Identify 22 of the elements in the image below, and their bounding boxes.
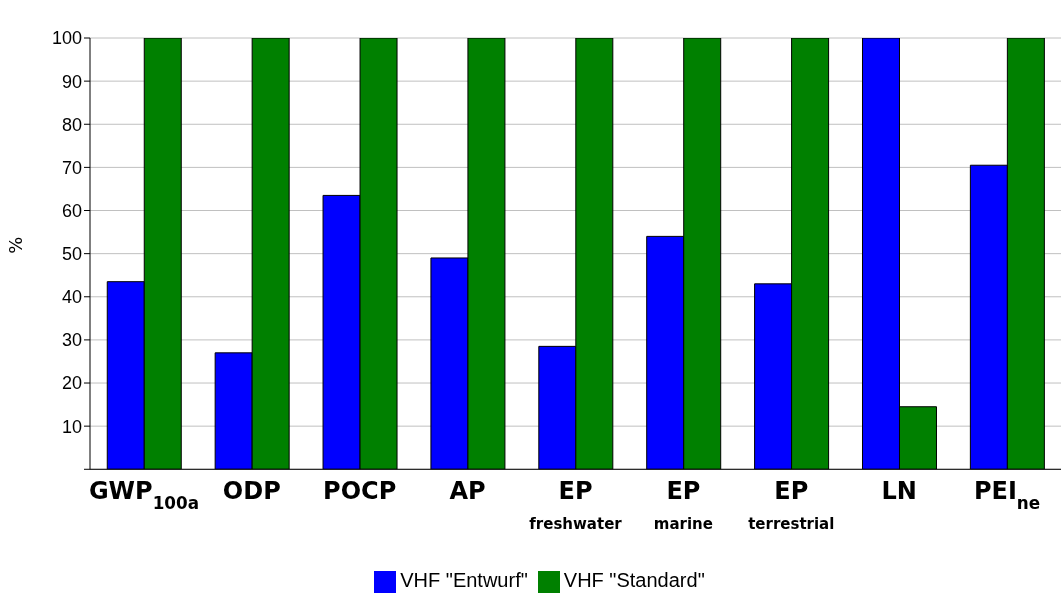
y-tick-label: 100 — [51, 28, 82, 49]
x-tick-label: EP marine — [653, 477, 713, 534]
y-tick-label: 60 — [61, 200, 82, 221]
y-tick-label: 90 — [61, 71, 82, 92]
y-tick-label: 20 — [61, 373, 82, 394]
x-tick-label: ODP — [222, 477, 281, 506]
x-tick-label: EP terrestrial — [748, 477, 835, 534]
x-tick-label: AP — [449, 477, 486, 506]
y-tick-label: 70 — [61, 157, 82, 178]
legend-label: VHF "Standard" — [563, 569, 705, 592]
y-tick-label: 80 — [61, 114, 82, 135]
y-tick-label: 50 — [61, 244, 82, 265]
x-tick-label: PEI$_{ne}$ — [973, 477, 1041, 514]
x-tick-label: LN — [881, 477, 917, 506]
y-tick-label: 10 — [61, 416, 82, 437]
y-tick-label: 40 — [61, 287, 82, 308]
legend-label: VHF "Entwurf" — [400, 569, 528, 592]
x-tick-label: POCP — [323, 477, 397, 506]
y-axis-title: % — [5, 236, 27, 254]
y-tick-label: 30 — [61, 330, 82, 351]
x-tick-label: EP freshwater — [529, 477, 623, 534]
x-tick-label: GWP$_{100a}$ — [88, 477, 200, 514]
